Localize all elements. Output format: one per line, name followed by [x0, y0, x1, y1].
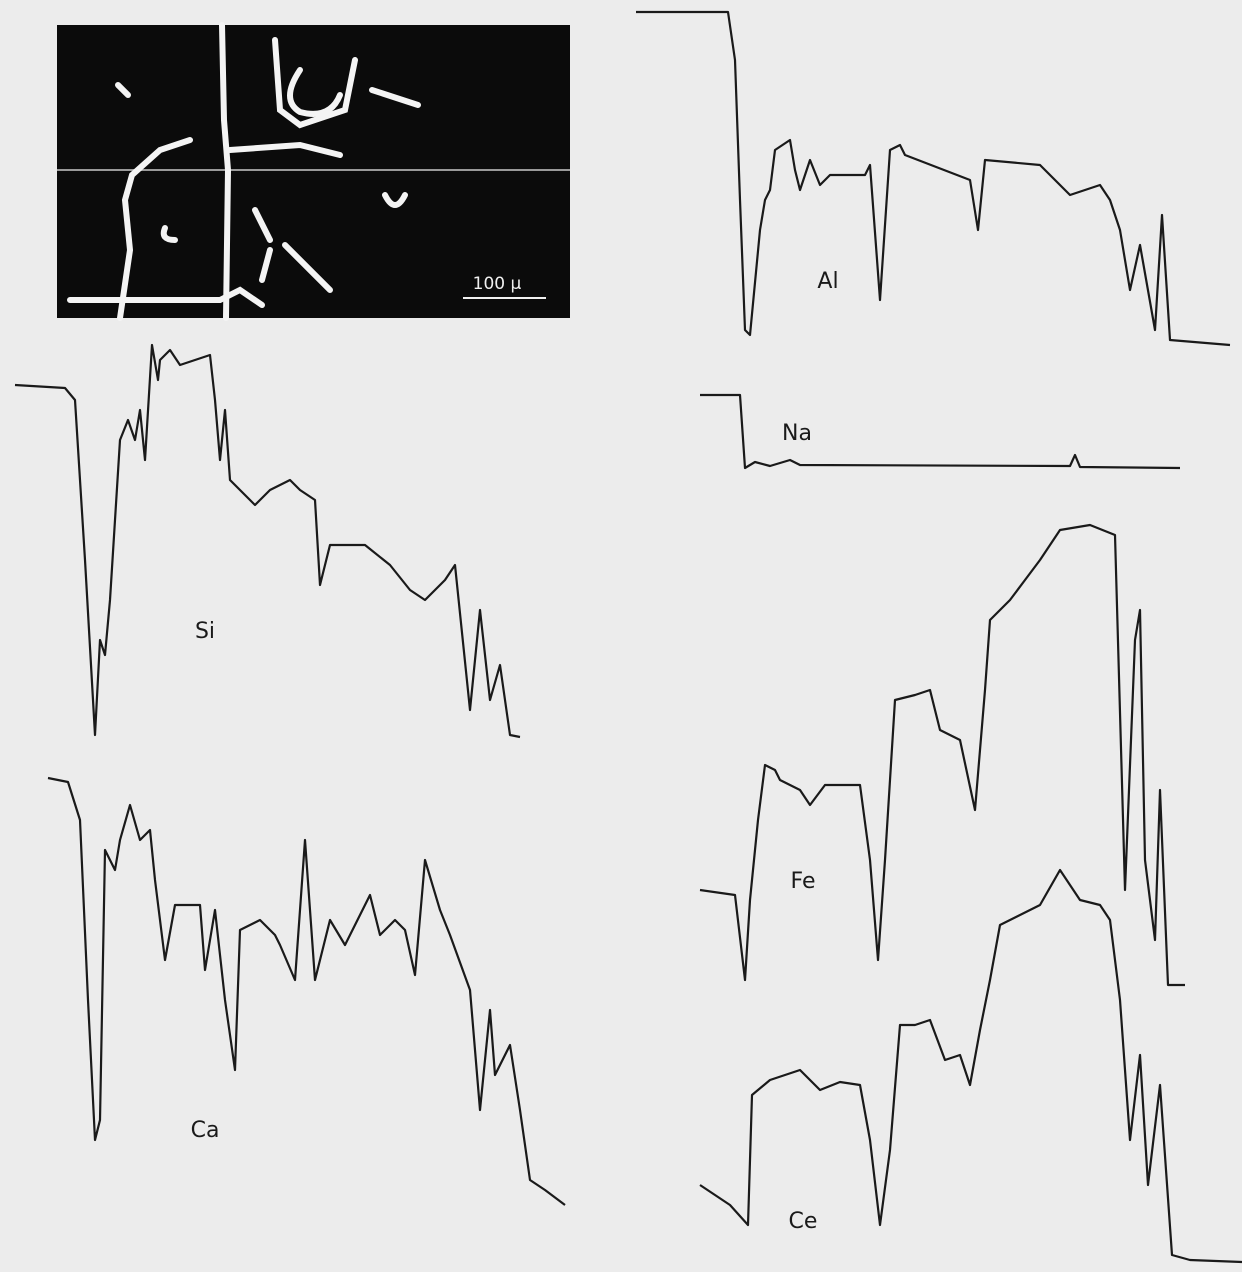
trace-label: Si: [195, 619, 215, 644]
scale-bar-label: 100 µ: [473, 274, 522, 294]
page: 100 µ Al Na Si Fe Ca Ce (() => { const d…: [0, 0, 1242, 1272]
trace-label: Ca: [191, 1118, 220, 1143]
figure: 100 µ Al Na Si Fe Ca Ce: [0, 0, 1242, 1272]
trace-label: Al: [817, 269, 838, 294]
micrograph: 100 µ: [57, 25, 570, 318]
trace-label: Na: [782, 421, 812, 446]
trace-label: Ce: [789, 1209, 818, 1234]
trace-label: Fe: [791, 869, 816, 894]
